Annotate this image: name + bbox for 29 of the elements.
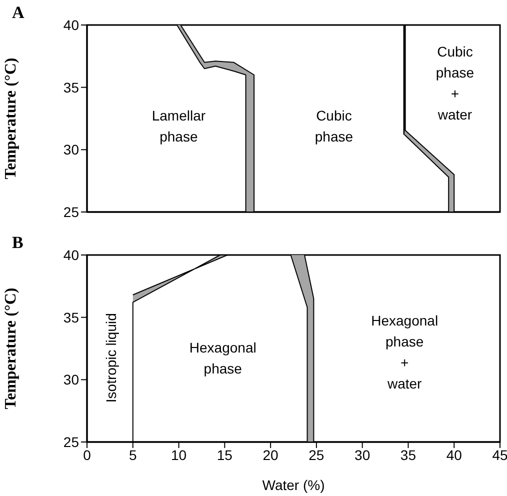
y-tick-label: 30: [63, 372, 80, 388]
annotation: Cubic phase + water: [436, 43, 474, 122]
x-tick-label: 10: [170, 446, 187, 463]
annotation: Lamellar phase: [152, 107, 206, 144]
x-tick-label: 35: [400, 446, 416, 463]
annotation: Hexagonal phase: [189, 339, 256, 376]
x-tick-label: 30: [354, 446, 370, 463]
x-tick-label: 25: [308, 446, 324, 463]
x-tick-label: 20: [262, 446, 279, 463]
x-tick-label: 15: [216, 446, 233, 463]
y-axis-title: Temperature (°C): [2, 58, 20, 180]
annotation: Cubic phase: [314, 107, 354, 144]
x-tick-label: 0: [83, 446, 92, 463]
y-tick-label: 30: [63, 142, 80, 158]
annotation: Hexagonal phase + water: [371, 312, 438, 392]
annotation: Isotropic liquid: [102, 313, 119, 403]
y-tick-label: 35: [63, 309, 80, 326]
y-tick-label: 35: [63, 79, 80, 96]
y-tick-label: 40: [63, 16, 80, 33]
chart-title: B: [12, 233, 24, 253]
y-axis-title: Temperature (°C): [2, 288, 20, 410]
y-tick-label: 25: [63, 434, 80, 450]
y-tick-label: 40: [63, 246, 80, 263]
x-tick-label: 5: [128, 446, 137, 463]
x-tick-label: 45: [492, 446, 507, 463]
x-tick-label: 40: [446, 446, 462, 463]
y-tick-label: 25: [63, 204, 80, 220]
x-axis-title: Water (%): [262, 477, 325, 493]
chart-title: A: [12, 3, 24, 23]
